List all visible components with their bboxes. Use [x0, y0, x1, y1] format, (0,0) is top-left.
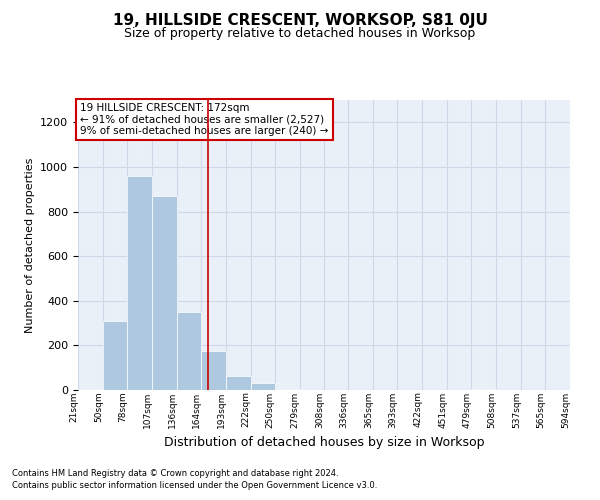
Bar	[152, 196, 177, 390]
Y-axis label: Number of detached properties: Number of detached properties	[25, 158, 35, 332]
Bar	[226, 376, 251, 390]
Bar	[103, 321, 127, 390]
Text: Contains public sector information licensed under the Open Government Licence v3: Contains public sector information licen…	[12, 481, 377, 490]
Bar	[275, 389, 299, 390]
Bar	[127, 176, 152, 390]
Text: Contains HM Land Registry data © Crown copyright and database right 2024.: Contains HM Land Registry data © Crown c…	[12, 468, 338, 477]
Bar	[251, 384, 275, 390]
Bar	[201, 351, 226, 390]
Text: 19 HILLSIDE CRESCENT: 172sqm
← 91% of detached houses are smaller (2,527)
9% of : 19 HILLSIDE CRESCENT: 172sqm ← 91% of de…	[80, 103, 329, 136]
X-axis label: Distribution of detached houses by size in Worksop: Distribution of detached houses by size …	[164, 436, 484, 449]
Bar	[78, 389, 103, 390]
Bar	[177, 312, 201, 390]
Bar	[471, 389, 496, 390]
Text: Size of property relative to detached houses in Worksop: Size of property relative to detached ho…	[124, 28, 476, 40]
Text: 19, HILLSIDE CRESCENT, WORKSOP, S81 0JU: 19, HILLSIDE CRESCENT, WORKSOP, S81 0JU	[113, 12, 487, 28]
